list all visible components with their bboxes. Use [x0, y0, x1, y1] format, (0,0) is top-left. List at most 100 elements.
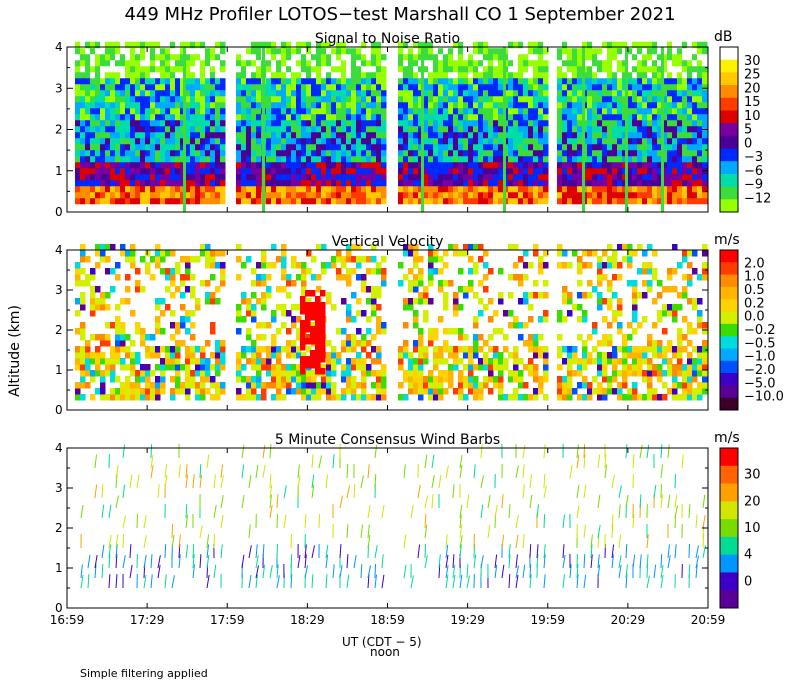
snr-cell [331, 161, 337, 169]
snr-cell [160, 143, 166, 151]
snr-cell [567, 179, 573, 187]
snr-cell [85, 89, 91, 97]
vv-cell [627, 364, 633, 371]
snr-cell [607, 167, 613, 175]
snr-cell [692, 119, 698, 127]
snr-cell [587, 191, 593, 199]
snr-cell [170, 161, 176, 169]
snr-cell [468, 173, 474, 181]
snr-cell [642, 107, 648, 115]
snr-cell [150, 95, 156, 103]
vv-cell [296, 352, 302, 359]
snr-cell [508, 137, 514, 145]
vv-cell [316, 286, 322, 293]
vv-cell [326, 340, 332, 347]
snr-cell [448, 53, 454, 61]
snr-cell [682, 185, 688, 193]
vv-cell [622, 346, 628, 353]
snr-cell [271, 41, 277, 49]
snr-cell [627, 191, 633, 199]
snr-cell [381, 77, 387, 85]
snr-cell [637, 149, 643, 157]
vv-cell [428, 340, 434, 347]
vv-cell [677, 358, 683, 365]
snr-cell [428, 137, 434, 145]
snr-cell [413, 89, 419, 97]
vv-cell [185, 346, 191, 353]
snr-cell [687, 155, 693, 163]
snr-cell [562, 173, 568, 181]
vv-cell [627, 370, 633, 377]
vv-cell [346, 316, 352, 323]
snr-cell [523, 41, 529, 49]
snr-cell [602, 149, 608, 157]
vv-cell [483, 382, 489, 389]
vv-cell [652, 340, 658, 347]
vv-cell [366, 394, 372, 401]
snr-cell [321, 41, 327, 49]
vv-cell [266, 352, 272, 359]
snr-cell [85, 173, 91, 181]
snr-cell [331, 101, 337, 109]
snr-cell [538, 41, 544, 49]
snr-cell [538, 53, 544, 61]
vv-cell [301, 388, 307, 395]
snr-cell [622, 95, 628, 103]
vv-cell [220, 382, 226, 389]
snr-cell [276, 89, 282, 97]
snr-cell [622, 155, 628, 163]
vv-cell [657, 280, 663, 287]
snr-cell [617, 137, 623, 145]
vv-cell [562, 388, 568, 395]
vv-cell [236, 364, 242, 371]
vv-cell [483, 250, 489, 257]
snr-cell [130, 95, 136, 103]
snr-cell [80, 53, 86, 61]
snr-cell [296, 191, 302, 199]
vv-cell [130, 358, 136, 365]
snr-cell [627, 59, 633, 67]
snr-cell [557, 179, 563, 187]
snr-cell [291, 137, 297, 145]
snr-cell [346, 113, 352, 121]
snr-cell [408, 167, 414, 175]
vv-cell [215, 388, 221, 395]
snr-cell [165, 83, 171, 91]
snr-cell [236, 155, 242, 163]
snr-cell [145, 95, 151, 103]
vv-cell [557, 388, 563, 395]
vv-cell [75, 352, 81, 359]
snr-cell [577, 77, 583, 85]
snr-cell [321, 59, 327, 67]
snr-cell [381, 107, 387, 115]
vv-cell [210, 352, 216, 359]
snr-cell [622, 59, 628, 67]
snr-cell [677, 41, 683, 49]
snr-cell [592, 197, 598, 205]
vv-cell [468, 388, 474, 395]
snr-cell [647, 179, 653, 187]
snr-cell [140, 65, 146, 73]
snr-cell [145, 125, 151, 133]
snr-cell [692, 41, 698, 49]
vv-cell [483, 358, 489, 365]
snr-cell [215, 89, 221, 97]
vv-cell [185, 286, 191, 293]
snr-cell [418, 101, 424, 109]
vv-cell [423, 382, 429, 389]
vv-cell [261, 262, 267, 269]
snr-cell [682, 119, 688, 127]
snr-cell [381, 131, 387, 139]
snr-cell [336, 53, 342, 61]
snr-cell [453, 137, 459, 145]
snr-cell [150, 101, 156, 109]
vv-cell [428, 328, 434, 335]
snr-cell [356, 83, 362, 91]
vv-cell [246, 382, 252, 389]
snr-cell [366, 119, 372, 127]
snr-cell [210, 83, 216, 91]
vv-cell [120, 298, 126, 305]
snr-cell [493, 41, 499, 49]
snr-cell [488, 71, 494, 79]
snr-cell [200, 119, 206, 127]
